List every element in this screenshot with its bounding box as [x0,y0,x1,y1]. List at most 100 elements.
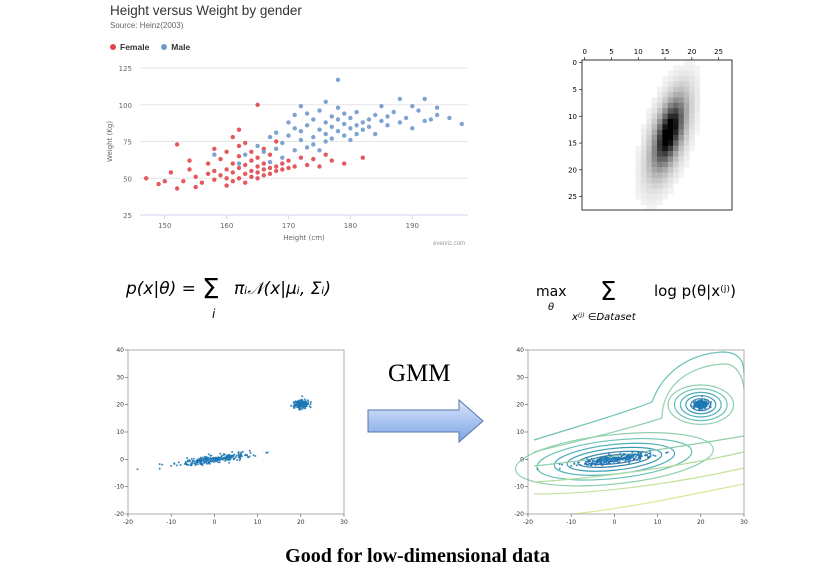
heatmap-cell [673,70,679,77]
data-point-female [236,143,242,149]
heatmap-cell [651,161,658,168]
data-point-female [168,170,174,175]
heatmap-cell [673,167,679,173]
heatmap-cell [657,124,663,130]
heatmap-cell [651,129,658,136]
data-point [624,457,627,460]
heatmap-cell [673,140,679,147]
heatmap-cell [646,113,652,120]
heatmap-cell [683,76,690,82]
data-point-female [243,171,248,176]
data-point [665,451,668,454]
heatmap-cell [651,118,658,125]
data-point [649,451,652,454]
heatmap-cell [662,97,669,104]
heatmap-cell [678,65,685,72]
data-point [591,460,594,463]
data-point [196,461,199,464]
data-point [709,403,712,406]
data-point [249,451,252,454]
y-tick-label: 50 [123,175,132,183]
data-point-male [286,120,291,125]
contour-line [577,450,652,468]
data-point-male [267,159,273,165]
data-point [694,401,697,404]
data-point [308,405,311,408]
data-point [595,459,598,462]
data-point [593,460,596,463]
heatmap-cell [667,92,674,98]
data-point [604,456,607,459]
data-point [211,460,214,463]
data-point-male [410,104,415,109]
legend-male[interactable]: Male [161,42,190,52]
heatmap-cell [667,188,674,195]
gmm-input-scatter: -20 -10 0 10 20 30 -20 -10 0 10 20 30 40 [114,347,348,526]
data-point [246,454,248,456]
heatmap-cell [678,151,685,157]
heatmap-cell [689,124,695,130]
x-tick-label: 10 [654,519,662,526]
heatmap-cell [646,151,652,157]
data-point-male [403,115,409,121]
data-point-female [144,176,149,181]
data-point [210,458,213,460]
x-tick-label: 10 [634,48,643,56]
data-point [626,455,629,458]
heatmap-cell [662,167,669,173]
data-point-male [243,152,248,157]
data-point [605,456,608,459]
data-point [599,462,602,465]
data-point [205,456,208,459]
data-point-male [261,149,266,154]
data-point-male [311,134,316,140]
data-point-female [224,167,229,172]
data-point [654,455,657,457]
data-point [698,407,701,410]
gmm-label: GMM [388,360,451,387]
data-point [584,460,587,463]
data-point-female [329,158,334,163]
heatmap-cell [662,161,669,168]
data-point [692,405,695,408]
data-point-female [261,167,266,172]
data-point-male [236,161,242,166]
heatmap-cell [694,97,701,104]
data-point [207,460,210,463]
data-point [199,459,202,462]
data-point-female [243,140,248,146]
data-point-male [416,108,421,113]
data-point-male [317,148,322,153]
contour-line [679,391,722,418]
heatmap-cell [667,97,674,104]
data-point-male [298,129,304,134]
data-point [575,464,578,467]
legend-female[interactable]: Female [110,42,149,52]
heatmap-cell [694,108,701,114]
data-point [228,455,231,458]
heatmap-cell [646,129,652,136]
data-point-female [193,184,198,190]
heatmap-cell [651,183,658,189]
x-tick-label: 190 [406,222,419,230]
heatmap-cell [678,70,685,77]
data-point [304,404,307,407]
heatmap-cell [667,151,674,157]
heatmap-cell [640,188,647,195]
data-point [222,454,225,456]
heatmap-cell [678,167,685,173]
data-point-male [366,117,372,122]
data-point-male [397,96,403,102]
data-point-female [181,179,186,184]
data-point-male [280,140,285,146]
heatmap-cell [689,108,695,114]
mixture-formula: p(x|θ) = Σ i πᵢ𝒩(x|μᵢ, Σᵢ) [125,268,366,323]
data-point-female [249,158,254,163]
data-point [234,456,237,459]
data-point [254,455,257,457]
data-point [298,399,300,402]
heatmap-cell [657,135,663,141]
heatmap-cell [651,172,658,179]
data-point [170,464,173,467]
objective-formula-render: max θ Σ x⁽ʲ⁾ ∈Dataset log p(θ|x⁽ʲ⁾) [536,277,736,323]
